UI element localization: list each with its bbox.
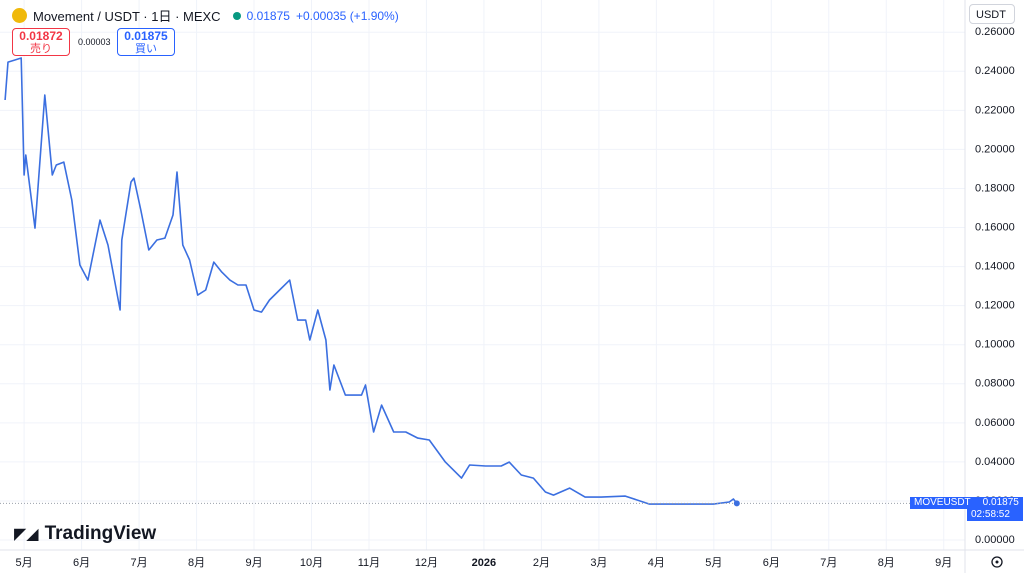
y-tick-label: 0.00000 [975,534,1015,546]
last-price: 0.01875 [246,8,290,23]
brand-name: TradingView [44,523,157,544]
y-tick-label: 0.26000 [975,26,1015,38]
y-tick-label: 0.12000 [975,300,1015,312]
buy-button[interactable]: 0.01875 買い [117,28,175,56]
y-tick-label: 0.16000 [975,221,1015,233]
y-tick-label: 0.10000 [975,339,1015,351]
spread: 0.00003 [78,37,111,47]
x-tick-label: 11月 [358,557,380,569]
x-tick-label: 6月 [763,557,780,569]
price-line [4,57,738,505]
y-tick-label: 0.24000 [975,65,1015,77]
price-change: +0.00035 (+1.90%) [295,8,399,23]
price-label-countdown: 02:58:52 [967,509,1023,521]
y-tick-label: 0.14000 [975,261,1015,273]
sell-label: 売り [30,43,52,55]
x-tick-label: 7月 [820,557,837,569]
x-tick-label: 3月 [590,557,607,569]
symbol-header: Movement / USDT · 1日 · MEXC 0.01875 +0.0… [12,6,399,25]
x-tick-label: 10月 [300,557,323,569]
settings-icon[interactable] [991,556,1003,568]
x-tick-label: 6月 [73,557,90,569]
y-tick-label: 0.22000 [975,104,1015,116]
brand-icon: ◤◢ [14,526,39,543]
y-tick-label: 0.04000 [975,456,1015,468]
x-tick-label: 2月 [533,557,550,569]
price-label-price: 0.01875 [978,497,1023,509]
symbol-logo [12,8,27,23]
y-tick-label: 0.06000 [975,417,1015,429]
x-tick-label: 5月 [705,557,722,569]
sell-price: 0.01872 [19,29,63,43]
x-tick-label: 7月 [131,557,148,569]
price-label-symbol: MOVEUSDT [910,497,975,509]
y-tick-label: 0.20000 [975,143,1015,155]
last-point [733,500,740,507]
price-label: MOVEUSDT 0.01875 02:58:52 [910,497,1023,521]
x-tick-label: 9月 [245,557,262,569]
brand: ◤◢ TradingView [14,523,156,545]
x-tick-label: 9月 [935,557,952,569]
y-tick-label: 0.18000 [975,182,1015,194]
buy-price: 0.01875 [124,29,168,43]
sell-button[interactable]: 0.01872 売り [12,28,70,56]
market-status [232,11,241,20]
symbol-name[interactable]: Movement / USDT · 1日 · MEXC [33,9,221,24]
buy-label: 買い [135,43,157,55]
x-tick-label: 8月 [878,557,895,569]
unit-selector[interactable]: USDT [969,4,1015,24]
x-tick-label: 5月 [16,557,33,569]
x-tick-label: 12月 [415,557,438,569]
x-tick-label: 8月 [188,557,205,569]
x-tick-label: 2026 [472,557,496,569]
y-tick-label: 0.08000 [975,378,1015,390]
x-tick-label: 4月 [648,557,665,569]
